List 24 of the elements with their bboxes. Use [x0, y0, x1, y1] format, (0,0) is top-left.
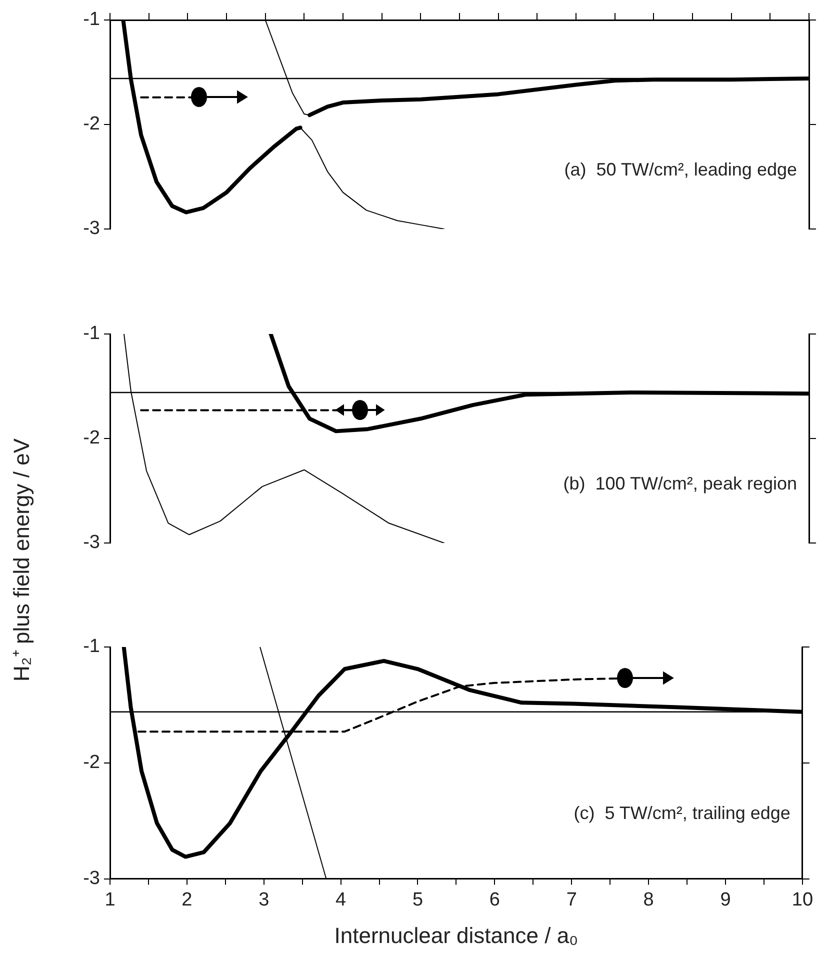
x-tick-label: 6 — [489, 889, 500, 910]
y-tick-label: -3 — [83, 868, 100, 890]
y-tick-label: -3 — [83, 218, 100, 240]
x-tick-label: 5 — [412, 889, 424, 910]
y-tick-label: -2 — [83, 114, 100, 135]
y-tick-label: -1 — [83, 636, 100, 658]
y-axis-title: H₂⁺ plus field energy / eV — [8, 438, 35, 682]
x-tick-label: 9 — [720, 889, 731, 910]
annotation: (c) 5 TW/cm², trailing edge — [574, 802, 790, 823]
annotation: (b) 100 TW/cm², peak region — [563, 473, 797, 494]
x-tick-label: 8 — [643, 889, 654, 910]
x-tick-label: 3 — [258, 889, 270, 910]
x-tick-label: 1 — [104, 889, 116, 910]
x-tick-label: 10 — [792, 889, 814, 910]
x-tick-label: 7 — [566, 889, 577, 910]
y-tick-label: -2 — [83, 428, 100, 449]
y-tick-label: -1 — [83, 323, 100, 344]
y-tick-label: -3 — [83, 532, 100, 554]
x-axis-title: Internuclear distance / a₀ — [334, 922, 578, 948]
x-tick-label: 4 — [336, 889, 347, 910]
y-tick-label: -2 — [83, 752, 100, 774]
x-tick-label: 2 — [182, 889, 192, 910]
annotation: (a) 50 TW/cm², leading edge — [564, 159, 797, 180]
y-tick-label: -1 — [83, 9, 100, 30]
